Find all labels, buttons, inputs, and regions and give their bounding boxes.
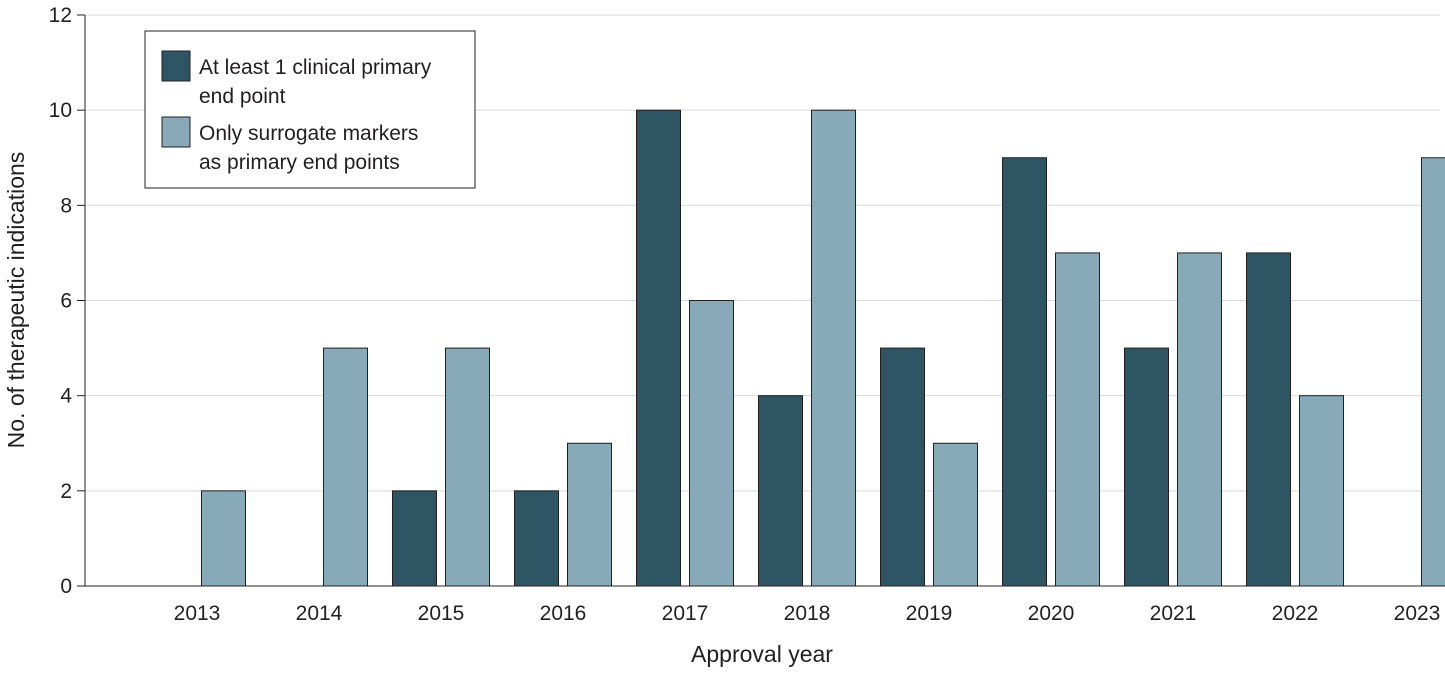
legend-label-surrogate: Only surrogate markers: [199, 122, 418, 145]
bar-clinical-2017: [637, 110, 681, 586]
x-tick-label: 2018: [784, 602, 831, 625]
x-tick-label: 2020: [1028, 602, 1075, 625]
bar-clinical-2018: [759, 396, 803, 586]
y-tick-label: 0: [60, 575, 72, 598]
bar-surrogate-2016: [568, 443, 612, 586]
legend-swatch-clinical: [162, 51, 190, 81]
bar-clinical-2016: [515, 491, 559, 586]
y-tick-label: 12: [49, 4, 72, 27]
bar-clinical-2019: [881, 348, 925, 586]
y-tick-label: 6: [60, 290, 72, 313]
bar-clinical-2015: [393, 491, 437, 586]
x-tick-label: 2022: [1272, 602, 1319, 625]
bar-surrogate-2020: [1056, 253, 1100, 586]
y-tick-label: 2: [60, 480, 72, 503]
bar-surrogate-2023: [1422, 158, 1445, 586]
legend-label-clinical-line2: end point: [199, 85, 286, 108]
bar-surrogate-2014: [324, 348, 368, 586]
y-tick-label: 4: [60, 385, 72, 408]
bar-clinical-2021: [1125, 348, 1169, 586]
legend-label-clinical: At least 1 clinical primary: [199, 56, 432, 79]
bar-surrogate-2022: [1300, 396, 1344, 586]
legend: At least 1 clinical primary end point On…: [145, 31, 475, 188]
x-tick-label: 2021: [1150, 602, 1197, 625]
x-tick-label: 2013: [174, 602, 221, 625]
x-axis-title: Approval year: [691, 641, 833, 667]
bar-clinical-2020: [1003, 158, 1047, 586]
bar-surrogate-2013: [202, 491, 246, 586]
y-tick-label: 10: [49, 99, 72, 122]
bar-surrogate-2017: [690, 301, 734, 587]
y-axis-title: No. of therapeutic indications: [3, 152, 29, 449]
bar-surrogate-2015: [446, 348, 490, 586]
x-tick-label: 2015: [418, 602, 465, 625]
bar-surrogate-2018: [812, 110, 856, 586]
x-tick-label: 2019: [906, 602, 953, 625]
bar-surrogate-2019: [934, 443, 978, 586]
x-tick-label: 2023: [1394, 602, 1441, 625]
x-tick-label: 2016: [540, 602, 587, 625]
y-tick-label: 8: [60, 194, 72, 217]
x-tick-label: 2014: [296, 602, 343, 625]
legend-swatch-surrogate: [162, 117, 190, 147]
legend-label-surrogate-line2: as primary end points: [199, 151, 400, 174]
bar-clinical-2022: [1247, 253, 1291, 586]
x-tick-label: 2017: [662, 602, 709, 625]
bar-surrogate-2021: [1178, 253, 1222, 586]
